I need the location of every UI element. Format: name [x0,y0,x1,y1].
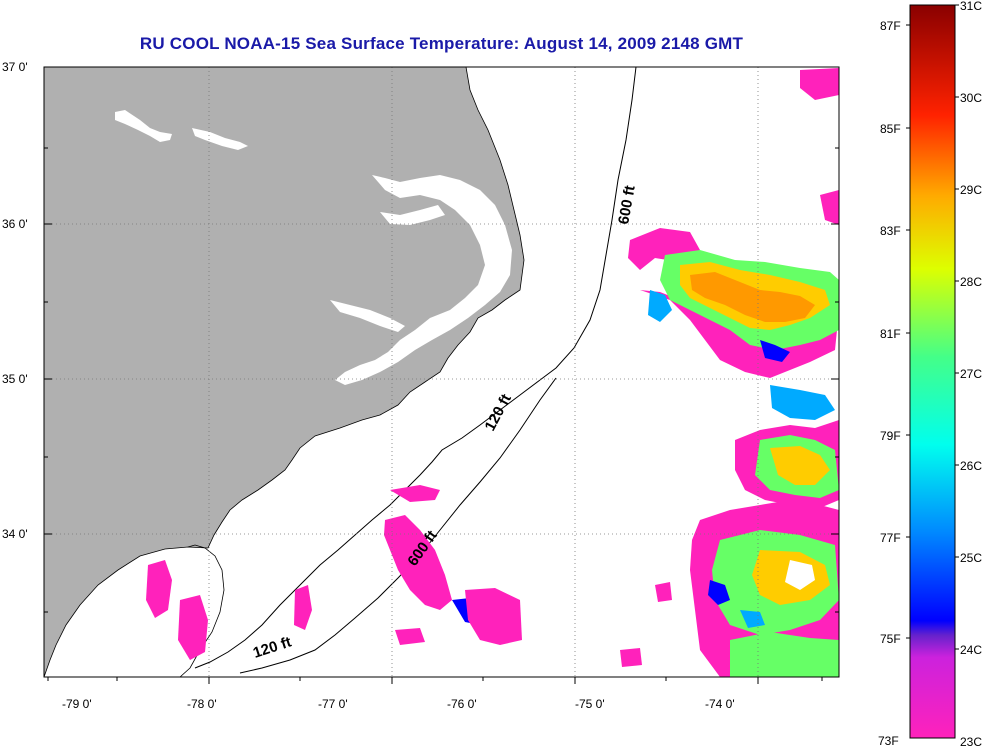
lat-label-37: 37 0' [2,60,28,74]
lon-label-74: -74 0' [705,697,735,711]
lat-label-36: 36 0' [2,217,28,231]
isobath-label-600ft-north: 600 ft [615,184,639,226]
tick-marks [44,66,839,684]
isobath-600ft-north [539,67,637,381]
pamlico-sound [335,175,512,385]
lon-label-78: -78 0' [187,697,217,711]
lon-label-75: -75 0' [575,697,605,711]
graticule [44,67,839,677]
map-title: RU COOL NOAA-15 Sea Surface Temperature:… [139,34,744,53]
lat-label-35: 35 0' [2,372,28,386]
lake [115,110,172,142]
lat-label-34: 34 0' [2,527,28,541]
lon-label-77: -77 0' [318,697,348,711]
isobath-120ft [194,379,541,669]
sst-data-patches [146,68,839,677]
lake-2 [192,128,248,150]
lon-label-76: -76 0' [447,697,477,711]
plot-frame [43,66,840,678]
lon-label-79: -79 0' [62,697,92,711]
neuse-river [330,300,405,332]
albemarle-inlet [380,205,445,225]
